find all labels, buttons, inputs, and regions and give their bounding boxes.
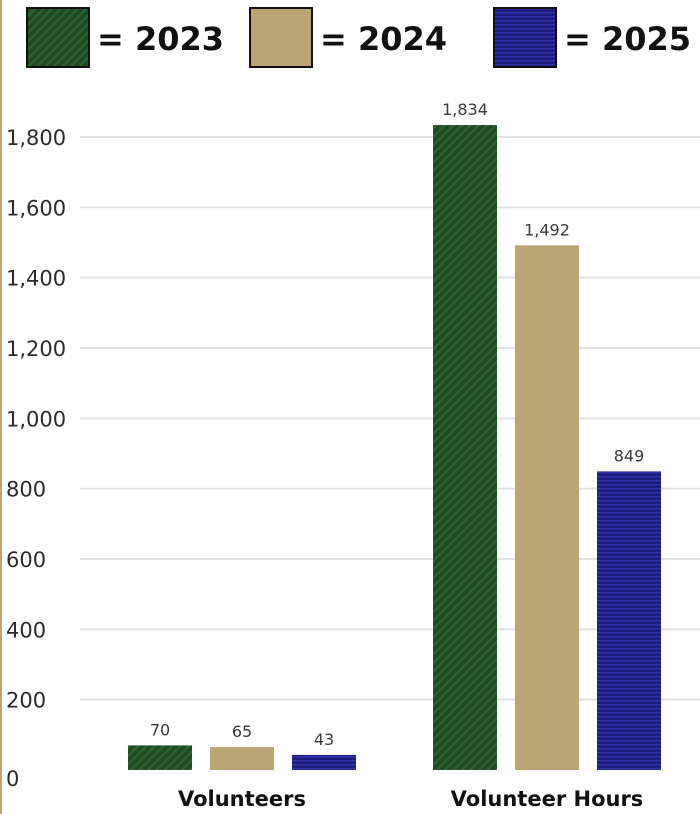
gridlines xyxy=(80,136,700,701)
bar-volunteers-2023 xyxy=(128,745,192,770)
legend-swatch xyxy=(26,7,90,68)
bar-volunteer-hours-2024 xyxy=(515,245,579,770)
y-tick-label: 1,400 xyxy=(6,267,66,291)
y-tick-label: 0 xyxy=(6,767,19,791)
y-axis: 0 200 400 600 800 1,000 1,200 1,400 1,600 1,800 xyxy=(6,126,66,791)
y-tick-label: 800 xyxy=(6,478,46,502)
legend-item-2025: = 2025 xyxy=(493,7,691,68)
bar-volunteer-hours-2025 xyxy=(597,471,661,770)
x-axis: Volunteers Volunteer Hours xyxy=(178,787,643,811)
data-label: 65 xyxy=(232,722,252,741)
y-tick-label: 200 xyxy=(6,689,46,713)
data-labels: 70 65 43 1,834 1,492 849 xyxy=(150,100,644,749)
legend-item-2023: = 2023 xyxy=(26,7,224,68)
legend-item-2024: = 2024 xyxy=(249,7,447,68)
y-tick-label: 1,000 xyxy=(6,407,66,431)
data-label: 70 xyxy=(150,720,170,739)
data-label: 1,492 xyxy=(524,220,570,239)
bar-volunteer-hours-2023 xyxy=(433,125,497,770)
data-label: 43 xyxy=(314,730,334,749)
y-tick-label: 1,200 xyxy=(6,337,66,361)
bar-volunteers-2025 xyxy=(292,754,356,770)
y-tick-label: 600 xyxy=(6,548,46,572)
legend-swatch xyxy=(249,7,313,68)
legend: = 2023 = 2024 = 2025 xyxy=(26,7,691,68)
legend-label: = 2023 xyxy=(97,20,224,58)
legend-swatch xyxy=(493,7,557,68)
y-tick-label: 400 xyxy=(6,618,46,642)
x-category-label: Volunteer Hours xyxy=(451,787,644,811)
x-category-label: Volunteers xyxy=(178,787,306,811)
y-tick-label: 1,600 xyxy=(6,196,66,220)
data-label: 1,834 xyxy=(442,100,488,119)
bar-volunteers-2024 xyxy=(210,747,274,770)
data-label: 849 xyxy=(614,446,645,465)
bars xyxy=(128,125,661,770)
legend-label: = 2025 xyxy=(564,20,691,58)
legend-label: = 2024 xyxy=(320,20,447,58)
y-tick-label: 1,800 xyxy=(6,126,66,150)
